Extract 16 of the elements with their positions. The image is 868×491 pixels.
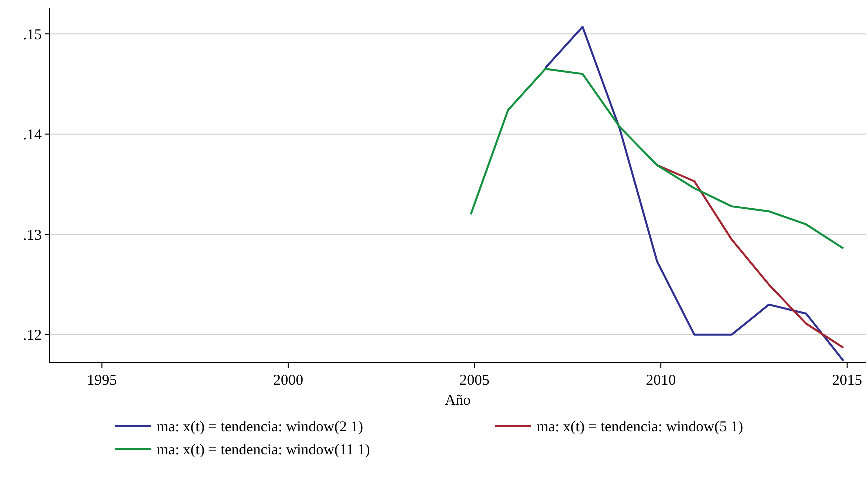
x-tick-label: 2005 <box>460 373 490 389</box>
y-tick-label: .14 <box>23 128 42 144</box>
x-axis-title: Año <box>445 393 471 409</box>
x-tick-label: 2015 <box>832 373 862 389</box>
y-tick-label: .12 <box>23 328 42 344</box>
x-tick-label: 2000 <box>273 373 304 389</box>
legend-label: ma: x(t) = tendencia: window(2 1) <box>157 419 364 436</box>
y-tick-label: .13 <box>23 228 42 244</box>
x-tick-label: 1995 <box>87 373 118 389</box>
legend-label: ma: x(t) = tendencia: window(11 1) <box>157 442 370 458</box>
y-tick-label: .15 <box>23 27 42 44</box>
x-tick-label: 2010 <box>646 373 676 389</box>
line-series <box>544 26 845 362</box>
line-series <box>656 164 845 349</box>
legend-label: ma: x(t) = tendencia: window(5 1) <box>537 419 744 436</box>
line-series <box>470 68 845 250</box>
